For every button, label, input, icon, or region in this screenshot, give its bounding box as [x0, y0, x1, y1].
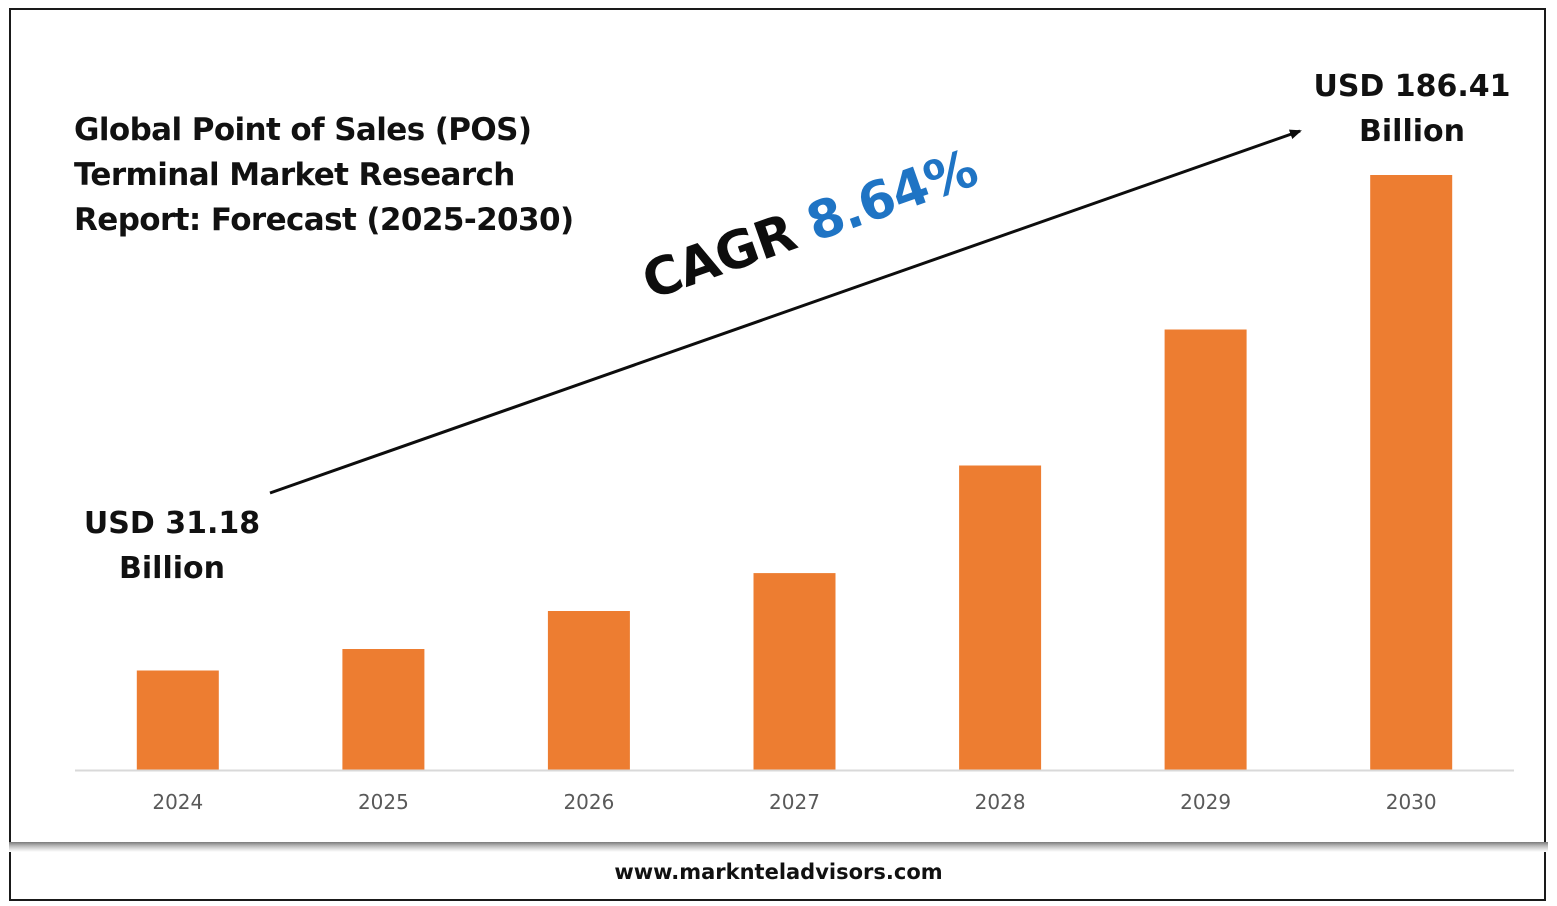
footer-divider [9, 842, 1548, 852]
bar-2028 [959, 465, 1042, 770]
start-value-unit: Billion [119, 551, 225, 586]
end-value-unit: Billion [1359, 114, 1465, 149]
cagr-trend-arrow [269, 129, 1302, 495]
bar-2030 [1370, 175, 1453, 770]
bar-2026 [547, 611, 630, 770]
start-value-callout: USD 31.18 Billion [62, 501, 282, 591]
x-tick-label-2025: 2025 [358, 790, 409, 814]
x-tick-label-2024: 2024 [152, 790, 203, 814]
x-tick-labels: 2024 2025 2026 2027 2028 2029 2030 [152, 790, 1436, 814]
footer-website: www.marknteladvisors.com [614, 860, 943, 884]
x-tick-label-2027: 2027 [769, 790, 820, 814]
bar-2029 [1164, 329, 1247, 770]
end-value-callout: USD 186.41 Billion [1302, 64, 1522, 154]
x-tick-label-2026: 2026 [563, 790, 614, 814]
bar-2025 [342, 649, 425, 770]
x-tick-label-2030: 2030 [1386, 790, 1437, 814]
chart-title: Global Point of Sales (POS) Terminal Mar… [74, 108, 594, 243]
chart-title-line-1: Global Point of Sales (POS) [74, 112, 532, 148]
x-tick-label-2028: 2028 [975, 790, 1026, 814]
end-value-amount: USD 186.41 [1313, 69, 1511, 104]
bars-layer [136, 175, 1453, 770]
bar-2027 [753, 573, 836, 770]
chart-title-line-3: Report: Forecast (2025-2030) [74, 202, 574, 238]
bar-2024 [136, 670, 219, 770]
start-value-amount: USD 31.18 [83, 506, 261, 541]
x-tick-label-2029: 2029 [1180, 790, 1231, 814]
chart-title-line-2: Terminal Market Research [74, 157, 515, 193]
